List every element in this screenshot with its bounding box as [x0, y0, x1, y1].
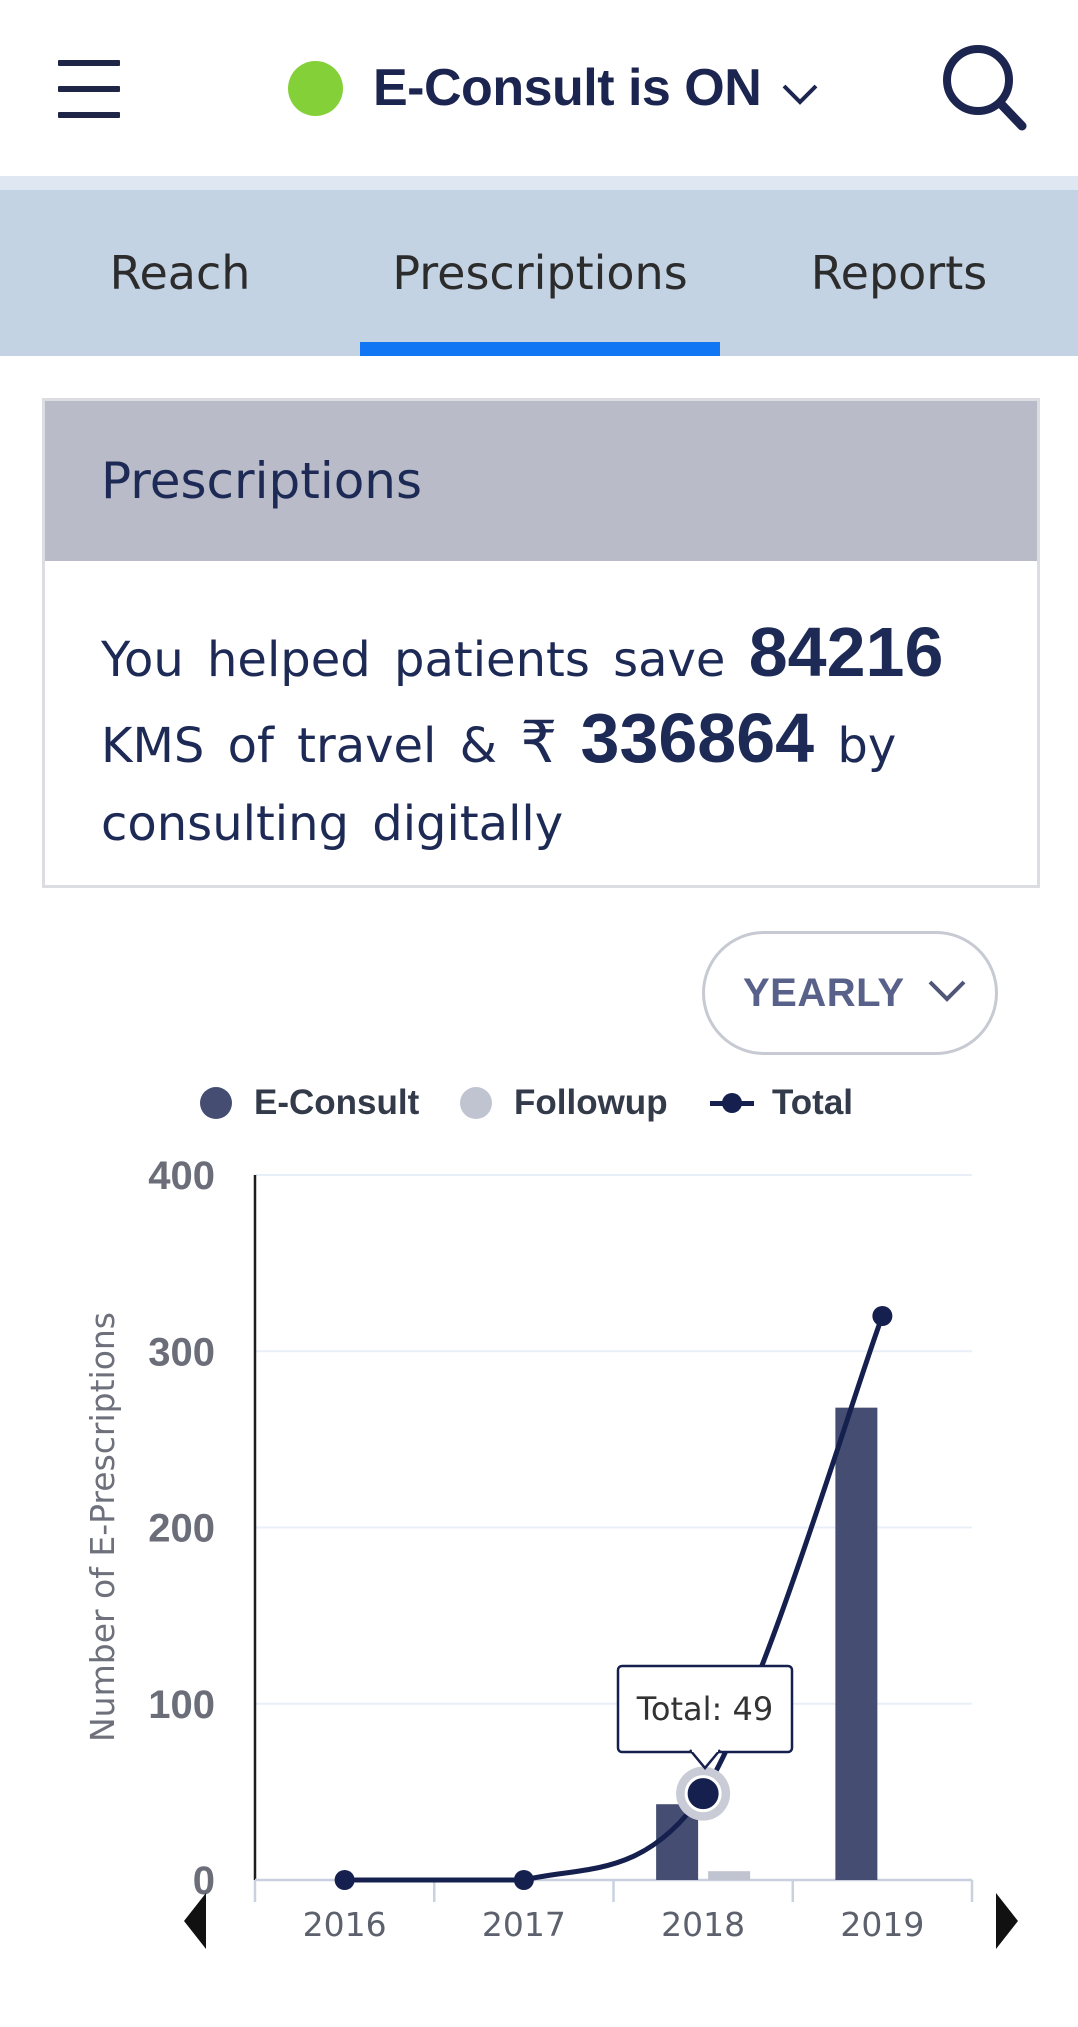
card-header: Prescriptions: [45, 401, 1037, 561]
tab-reach[interactable]: Reach: [109, 246, 251, 300]
km-value: 84216: [748, 613, 944, 691]
summary-text-3: by: [837, 718, 897, 774]
status-dot-icon: [288, 60, 343, 116]
x-tick-label: 2016: [303, 1905, 387, 1944]
total-point: [872, 1306, 893, 1326]
period-dropdown[interactable]: YEARLY: [702, 931, 998, 1055]
money-value: 336864: [580, 699, 815, 777]
legend-label-followup: Followup: [514, 1083, 668, 1122]
y-axis-title: Number of E-Prescriptions: [83, 1312, 122, 1742]
legend-dot-econsult: [200, 1087, 232, 1119]
legend-item-followup[interactable]: Followup: [460, 1078, 668, 1128]
tab-prescriptions[interactable]: Prescriptions: [392, 246, 688, 300]
active-tab-indicator: [360, 342, 720, 356]
x-tick-label: 2018: [661, 1905, 745, 1944]
y-tick-label: 300: [148, 1330, 215, 1374]
chart-legend: E-Consult Followup Total: [0, 1078, 1078, 1128]
summary-text-4: consulting digitally: [101, 796, 564, 852]
triangle-right-icon[interactable]: [996, 1893, 1018, 1949]
tab-reports[interactable]: Reports: [810, 246, 988, 300]
legend-item-econsult[interactable]: E-Consult: [200, 1078, 419, 1128]
y-tick-label: 100: [148, 1683, 215, 1727]
header-divider: [0, 176, 1078, 190]
y-tick-labels: 0 100 200 300 400: [148, 1154, 215, 1903]
search-icon[interactable]: [940, 42, 1028, 132]
y-tick-label: 400: [148, 1154, 215, 1198]
y-tick-label: 0: [193, 1859, 215, 1903]
status-text: E-Consult is ON: [373, 59, 762, 117]
econsult-status-toggle[interactable]: E-Consult is ON: [288, 56, 819, 120]
tooltip-text: Total: 49: [636, 1690, 773, 1728]
bar-e-consult: [835, 1407, 878, 1880]
bars: [656, 1407, 878, 1880]
y-tick-label: 200: [148, 1507, 215, 1551]
hamburger-menu-icon[interactable]: [58, 58, 120, 122]
bar-followup: [708, 1871, 751, 1880]
legend-item-total[interactable]: Total: [710, 1078, 853, 1128]
x-tick-label: 2019: [840, 1905, 924, 1944]
chevron-down-icon: [782, 84, 818, 105]
savings-summary: You helped patients save 84216 KMS of tr…: [45, 561, 1037, 863]
legend-label-total: Total: [772, 1083, 854, 1122]
total-point: [513, 1870, 534, 1890]
app-header: E-Consult is ON: [0, 0, 1078, 176]
chevron-down-icon: [928, 980, 966, 1002]
total-line: [334, 1306, 893, 1890]
tab-bar: Reach Prescriptions Reports: [0, 190, 1078, 356]
card-title: Prescriptions: [101, 452, 423, 510]
total-point: [684, 1775, 722, 1813]
prescriptions-chart: 0 100 200 300 400 2016 2017 2018 2019 Number of…: [83, 1154, 1018, 1949]
summary-text-2: KMS of travel &: [101, 718, 498, 774]
total-line-path: [344, 1315, 885, 1883]
period-selected-value: YEARLY: [743, 970, 905, 1015]
total-point: [334, 1870, 355, 1890]
legend-line-total: [710, 1088, 754, 1118]
legend-label-econsult: E-Consult: [254, 1083, 420, 1122]
x-tick-label: 2017: [482, 1905, 566, 1944]
x-tick-labels: 2016 2017 2018 2019: [253, 1880, 974, 1944]
tooltip: Total: 49: [616, 1664, 794, 1770]
rupee-icon: ₹: [520, 708, 558, 776]
prescriptions-card: Prescriptions You helped patients save 8…: [42, 398, 1040, 888]
triangle-left-icon[interactable]: [184, 1893, 206, 1949]
legend-dot-followup: [460, 1087, 492, 1119]
summary-text-1: You helped patients save: [101, 632, 726, 688]
